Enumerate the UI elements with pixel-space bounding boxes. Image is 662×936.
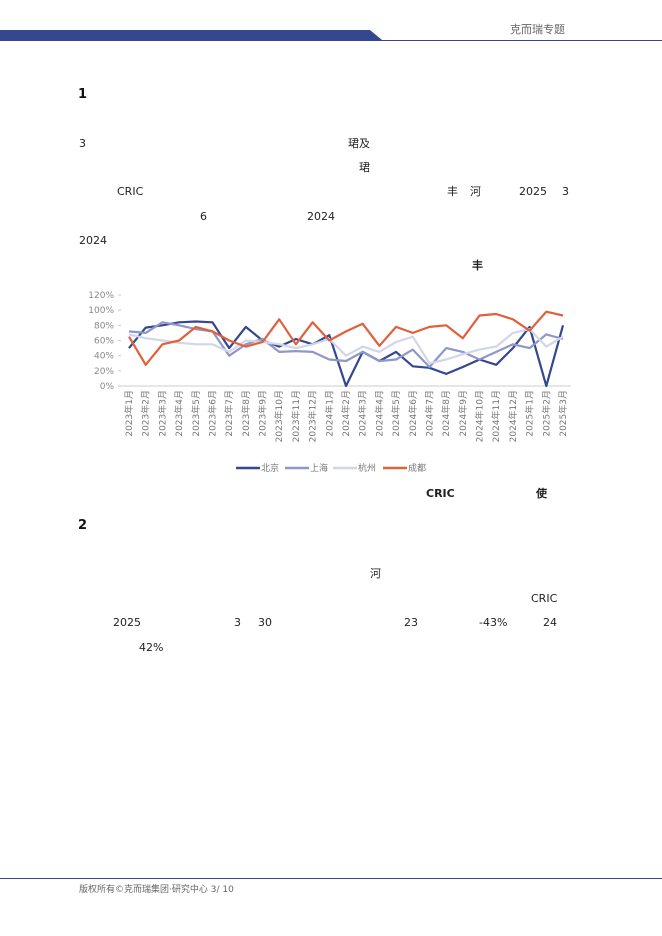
y-tick-label: 80% — [94, 321, 114, 331]
x-tick-label: 2023年2月 — [140, 390, 152, 437]
y-tick-label: 0% — [100, 382, 115, 392]
x-tick-label: 2023年8月 — [240, 390, 252, 437]
text-fragment: CRIC — [531, 592, 558, 605]
x-tick-label: 2023年3月 — [156, 390, 168, 437]
x-tick-label: 2025年1月 — [524, 390, 536, 437]
text-fragment: 河 — [470, 185, 481, 198]
x-tick-label: 2025年3月 — [557, 390, 569, 437]
text-fragment: 丰 — [472, 259, 483, 272]
text-fragment: 30 — [258, 616, 272, 629]
y-tick-label: 40% — [94, 352, 114, 362]
x-tick-label: 2024年1月 — [323, 390, 335, 437]
footer: 版权所有©克而瑞集团·研究中心 3/ 10 — [79, 885, 234, 895]
line-series — [128, 328, 564, 365]
x-tick-label: 2023年11月 — [290, 390, 302, 442]
chart: 0% 20% 40% 60% 80% 100% 120% 2023年1月 2023年2月 2023… — [88, 291, 571, 474]
heading: 1 — [78, 87, 88, 102]
text-fragment: 3 — [79, 137, 86, 150]
text-fragment: CRIC — [117, 185, 144, 198]
y-tick-label: 120% — [88, 291, 114, 301]
x-tick-label: 2023年9月 — [257, 390, 269, 437]
x-tick-label: 2024年3月 — [357, 390, 369, 437]
text-fragment: -43% — [479, 616, 508, 629]
header-band — [0, 30, 662, 41]
heading: 2 — [78, 518, 88, 533]
line-series — [128, 310, 564, 366]
y-tick-label: 20% — [94, 367, 114, 377]
figure-note: 使 — [536, 487, 547, 500]
x-tick-label: 2024年4月 — [373, 390, 385, 437]
text-fragment: 24 — [543, 616, 557, 629]
x-tick-label: 2024年8月 — [440, 390, 452, 437]
x-tick-label: 2023年5月 — [190, 390, 202, 437]
text-fragment: 3 — [562, 185, 569, 198]
legend-label: 成都 — [408, 462, 426, 474]
text-fragment: 3 — [234, 616, 241, 629]
y-tick-label: 60% — [94, 337, 114, 347]
text-fragment: 河 — [370, 567, 381, 580]
x-tick-label: 2024年6月 — [407, 390, 419, 437]
x-tick-label: 2025年2月 — [540, 390, 552, 437]
brand: 克而瑞专题 — [510, 23, 565, 36]
x-tick-label: 2024年2月 — [340, 390, 352, 437]
y-tick-label: 100% — [88, 306, 114, 316]
legend-label: 北京 — [261, 462, 279, 474]
legend-label: 上海 — [310, 462, 328, 474]
x-tick-label: 2023年12月 — [307, 390, 319, 442]
text-fragment: 丰 — [447, 185, 458, 198]
text-fragment: 23 — [404, 616, 418, 629]
x-tick-label: 2024年7月 — [423, 390, 435, 437]
text-fragment: 2024 — [79, 234, 107, 247]
x-tick-label: 2024年5月 — [390, 390, 402, 437]
header-bar — [0, 30, 382, 40]
x-tick-label: 2024年9月 — [457, 390, 469, 437]
figure-note: CRIC — [426, 487, 455, 500]
text-fragment: 6 — [200, 210, 207, 223]
line-series — [128, 321, 564, 369]
legend-label: 杭州 — [358, 462, 376, 474]
line-series — [128, 320, 565, 388]
x-tick-label: 2023年6月 — [206, 390, 218, 437]
x-tick-label: 2024年12月 — [507, 390, 519, 442]
footer-rule — [0, 878, 662, 879]
text-fragment: 42% — [139, 641, 164, 654]
x-tick-label: 2024年10月 — [474, 390, 486, 442]
text-fragment: 2025 — [519, 185, 547, 198]
text-fragment: 珺 — [359, 161, 370, 174]
x-tick-label: 2024年11月 — [490, 390, 502, 442]
text-fragment: 2025 — [113, 616, 141, 629]
x-tick-label: 2023年7月 — [223, 390, 235, 437]
x-tick-label: 2023年10月 — [273, 390, 285, 442]
text-fragment: 珺及 — [348, 137, 370, 150]
x-tick-label: 2023年4月 — [173, 390, 185, 437]
text-fragment: 2024 — [307, 210, 335, 223]
x-tick-label: 2023年1月 — [123, 390, 135, 437]
